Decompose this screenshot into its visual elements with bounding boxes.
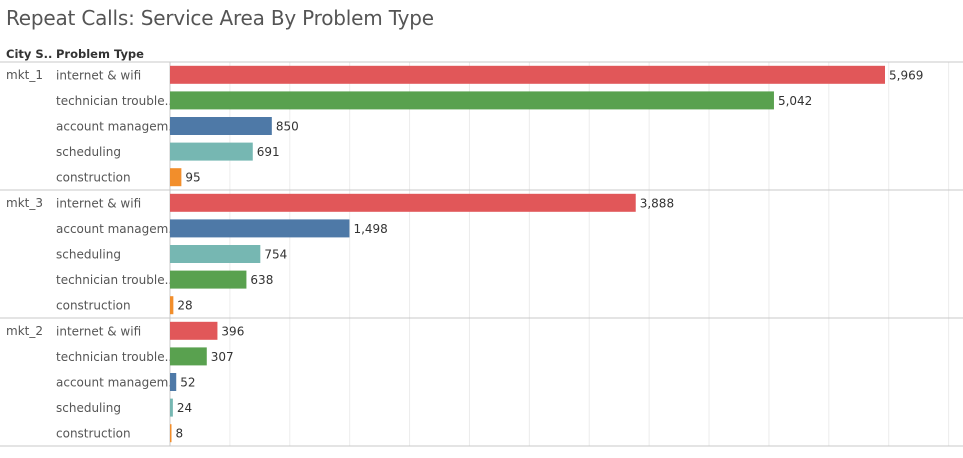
chart-title: Repeat Calls: Service Area By Problem Ty… xyxy=(6,6,434,30)
data-label: 5,969 xyxy=(889,68,923,82)
category-label[interactable]: scheduling xyxy=(56,145,121,159)
bar[interactable] xyxy=(170,117,272,135)
category-label[interactable]: technician trouble.. xyxy=(56,350,172,364)
data-label: 754 xyxy=(264,248,287,262)
category-label[interactable]: technician trouble.. xyxy=(56,273,172,287)
data-label: 5,042 xyxy=(778,94,812,108)
bar[interactable] xyxy=(170,321,218,340)
bar[interactable] xyxy=(170,65,885,84)
data-label: 638 xyxy=(250,273,273,287)
category-label[interactable]: account managem.. xyxy=(56,120,176,134)
category-label[interactable]: technician trouble.. xyxy=(56,94,172,108)
bar[interactable] xyxy=(170,296,174,315)
bar[interactable] xyxy=(170,424,172,443)
category-label[interactable]: account managem.. xyxy=(56,222,176,236)
data-label: 28 xyxy=(177,299,192,313)
bar[interactable] xyxy=(170,373,177,391)
bar[interactable] xyxy=(170,168,182,187)
bar[interactable] xyxy=(170,193,636,212)
data-label: 850 xyxy=(276,120,299,134)
data-label: 1,498 xyxy=(353,222,387,236)
data-label: 24 xyxy=(177,401,192,415)
bar[interactable] xyxy=(170,398,173,417)
category-label[interactable]: scheduling xyxy=(56,248,121,262)
bar[interactable] xyxy=(170,91,774,110)
group-label-mkt_1[interactable]: mkt_1 xyxy=(6,68,43,82)
category-label[interactable]: construction xyxy=(56,299,131,313)
group-label-mkt_3[interactable]: mkt_3 xyxy=(6,196,43,210)
bar[interactable] xyxy=(170,270,247,289)
category-label[interactable]: internet & wifi xyxy=(56,324,141,338)
city-column-header[interactable]: City S.. xyxy=(6,47,53,61)
bar[interactable] xyxy=(170,347,207,366)
data-label: 8 xyxy=(176,427,184,441)
category-label[interactable]: construction xyxy=(56,171,131,185)
data-label: 52 xyxy=(180,376,195,390)
category-label[interactable]: construction xyxy=(56,427,131,441)
category-label[interactable]: internet & wifi xyxy=(56,196,141,210)
data-label: 307 xyxy=(211,350,234,364)
category-label[interactable]: account managem.. xyxy=(56,376,176,390)
data-label: 691 xyxy=(257,145,280,159)
bar[interactable] xyxy=(170,245,261,263)
category-label[interactable]: scheduling xyxy=(56,401,121,415)
data-label: 3,888 xyxy=(640,196,674,210)
data-label: 396 xyxy=(221,324,244,338)
group-label-mkt_2[interactable]: mkt_2 xyxy=(6,324,43,338)
data-label: 95 xyxy=(185,171,200,185)
bar[interactable] xyxy=(170,142,253,161)
bar[interactable] xyxy=(170,219,350,238)
problem-type-column-header[interactable]: Problem Type xyxy=(56,47,144,61)
category-label[interactable]: internet & wifi xyxy=(56,68,141,82)
